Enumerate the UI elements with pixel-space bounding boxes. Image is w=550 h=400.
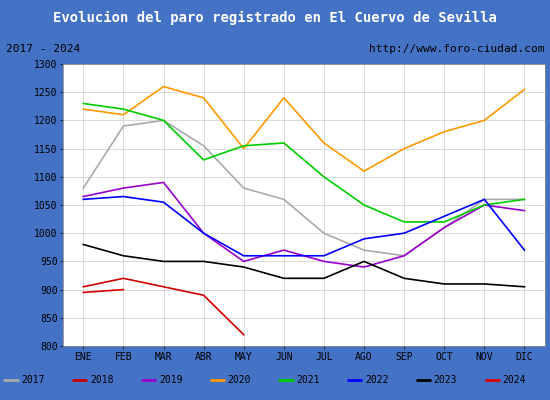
Text: 2017: 2017 — [21, 375, 45, 385]
Text: 2024: 2024 — [503, 375, 526, 385]
Text: 2018: 2018 — [90, 375, 113, 385]
Text: 2022: 2022 — [365, 375, 388, 385]
Text: 2021: 2021 — [296, 375, 320, 385]
Text: 2020: 2020 — [228, 375, 251, 385]
Text: 2017 - 2024: 2017 - 2024 — [6, 44, 80, 54]
Text: 2019: 2019 — [159, 375, 182, 385]
Text: Evolucion del paro registrado en El Cuervo de Sevilla: Evolucion del paro registrado en El Cuer… — [53, 11, 497, 25]
Text: 2023: 2023 — [434, 375, 457, 385]
Text: http://www.foro-ciudad.com: http://www.foro-ciudad.com — [369, 44, 544, 54]
